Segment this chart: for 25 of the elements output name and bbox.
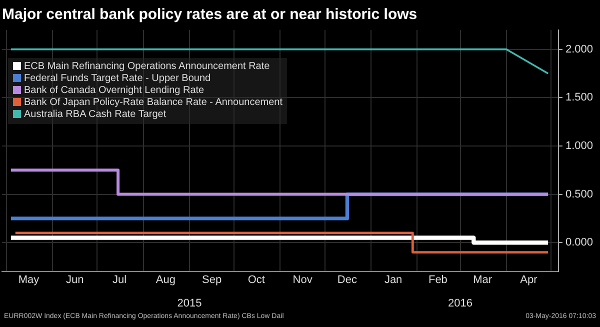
x-tick-label: Jun: [66, 274, 84, 286]
y-tick-label: 0.000: [565, 236, 594, 249]
x-tick-label: Apr: [520, 274, 538, 286]
legend-label: Bank of Canada Overnight Lending Rate: [23, 85, 206, 97]
legend-label: Federal Funds Target Rate - Upper Bound: [23, 73, 212, 85]
x-tick-label: May: [18, 274, 40, 286]
legend-label: Bank Of Japan Policy-Rate Balance Rate - Announcement: [23, 97, 282, 109]
legend-label: ECB Main Refinancing Operations Announcement Rate: [23, 61, 271, 73]
y-tick-label: 2.000: [565, 43, 594, 56]
x-tick-label: Dec: [337, 274, 358, 286]
x-tick-label: Sep: [202, 274, 222, 286]
x2-tick-label: 2015: [177, 297, 202, 310]
x-tick-label: Aug: [156, 274, 176, 286]
y-tick-label: 1.500: [565, 92, 594, 104]
x-tick-label: Feb: [428, 274, 448, 286]
x2-tick-label: 2016: [448, 297, 473, 310]
y-tick-label: 0.500: [565, 188, 594, 200]
x-tick-label: Nov: [292, 274, 313, 286]
x-tick-label: Oct: [248, 274, 265, 286]
y-tick-label: 1.000: [565, 140, 594, 152]
x-tick-label: Jan: [384, 274, 402, 286]
chart-title: Major central bank policy rates are at or near historic lows: [2, 6, 418, 24]
legend-label: Australia RBA Cash Rate Target: [23, 109, 168, 121]
x-tick-label: Jul: [112, 274, 127, 286]
x-tick-label: Mar: [473, 274, 492, 286]
